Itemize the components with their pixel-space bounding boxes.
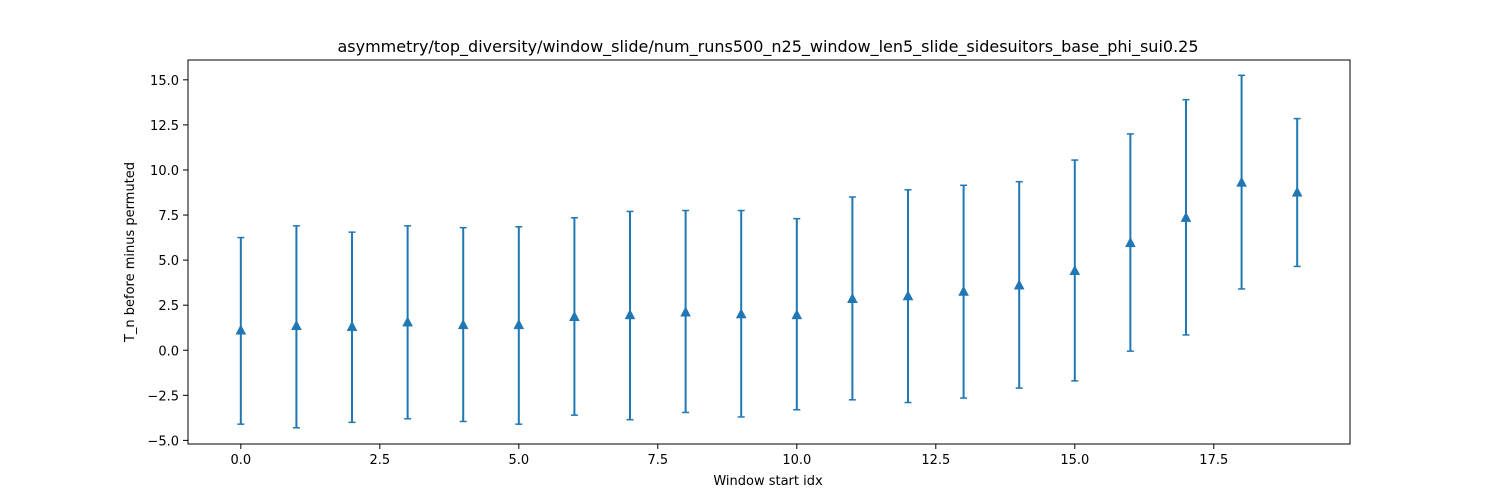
triangle-marker (291, 319, 302, 331)
errorbar-point-3 (402, 225, 413, 420)
errorbar-point-17 (1180, 98, 1192, 336)
errorbar-point-11 (847, 196, 858, 401)
errorbar-point-1 (291, 225, 302, 429)
errorbar-point-9 (735, 209, 747, 418)
errorbar-point-19 (1291, 117, 1303, 268)
errorbar-point-5 (513, 226, 525, 425)
x-tick-label: 17.5 (1199, 453, 1228, 468)
triangle-marker (1013, 279, 1025, 290)
triangle-marker (1236, 176, 1247, 187)
errorbar-point-6 (569, 216, 580, 416)
y-tick-label: 0.0 (158, 344, 179, 359)
errorbar-point-0 (235, 236, 247, 425)
triangle-marker (791, 309, 803, 320)
triangle-marker (402, 316, 413, 327)
x-tick-label: 7.5 (647, 453, 668, 468)
x-tick-label: 2.5 (369, 453, 390, 468)
x-tick-label: 10.0 (782, 453, 811, 468)
plot-area (235, 74, 1303, 429)
triangle-marker (902, 290, 914, 301)
triangle-marker (735, 308, 747, 319)
triangle-marker (346, 320, 358, 331)
y-tick-label: 5.0 (158, 254, 179, 269)
errorbar-point-18 (1236, 74, 1247, 290)
y-tick-label: 15.0 (150, 74, 179, 89)
triangle-marker (624, 309, 636, 320)
errorbar-point-13 (958, 184, 969, 399)
triangle-marker (958, 285, 969, 296)
x-tick-label: 5.0 (508, 453, 529, 468)
chart-title: asymmetry/top_diversity/window_slide/num… (337, 37, 1198, 57)
errorbar-point-7 (624, 210, 636, 421)
triangle-marker (1291, 186, 1303, 197)
y-tick-label: 2.5 (158, 299, 179, 314)
errorbar-point-15 (1069, 159, 1081, 382)
triangle-marker (1180, 211, 1192, 222)
triangle-marker (680, 306, 691, 317)
triangle-marker (1069, 264, 1081, 276)
x-axis-label: Window start idx (713, 474, 823, 489)
triangle-marker (513, 318, 525, 330)
y-axis: −5.0 −2.5 0.0 2.5 5.0 7.5 10.0 12.5 15.0 (147, 74, 188, 449)
triangle-marker (457, 318, 469, 330)
y-axis-label: T_n before minus permuted (123, 162, 138, 343)
x-tick-label: 15.0 (1060, 453, 1089, 468)
triangle-marker (1125, 236, 1136, 248)
y-tick-label: 10.0 (150, 164, 179, 179)
triangle-marker (235, 324, 247, 335)
y-tick-label: 7.5 (158, 209, 179, 224)
errorbar-point-16 (1125, 133, 1136, 352)
x-tick-label: 0.0 (230, 453, 251, 468)
x-axis: 0.0 2.5 5.0 7.5 10.0 12.5 15.0 17.5 (230, 444, 1228, 468)
y-tick-label: 12.5 (150, 119, 179, 134)
errorbar-point-2 (346, 231, 358, 424)
errorbar-point-4 (457, 226, 469, 423)
errorbar-point-12 (902, 189, 914, 404)
y-tick-label: −5.0 (147, 434, 179, 449)
errorbar-point-10 (791, 217, 803, 411)
plot-frame (187, 59, 1351, 445)
x-tick-label: 12.5 (921, 453, 950, 468)
y-tick-label: −2.5 (147, 389, 179, 404)
errorbar-point-8 (680, 209, 691, 414)
triangle-marker (569, 310, 580, 322)
triangle-marker (847, 292, 858, 303)
errorbar-point-14 (1013, 180, 1025, 389)
